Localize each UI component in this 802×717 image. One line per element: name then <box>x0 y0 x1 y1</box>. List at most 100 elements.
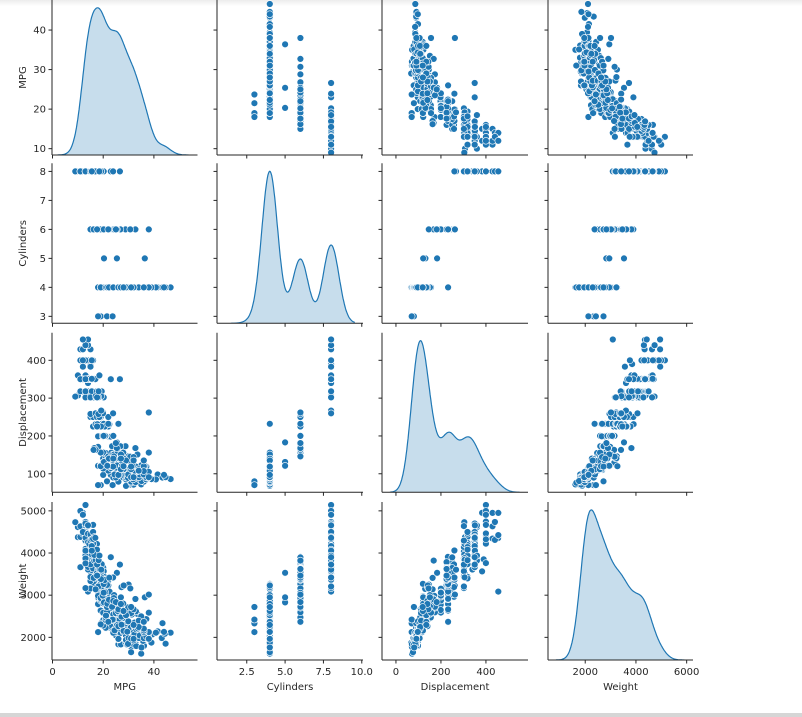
scatter-point <box>327 79 335 87</box>
scatter-point <box>410 643 418 652</box>
scatter-point <box>266 61 274 70</box>
scatter-point <box>424 584 433 593</box>
x-tick-label: 10.0 <box>351 667 373 678</box>
scatter-point <box>140 283 148 292</box>
scatter-point <box>327 375 335 383</box>
window-top-shade <box>0 0 802 6</box>
scatter-point <box>145 448 153 457</box>
scatter-point <box>93 225 101 234</box>
panel-mpg-vs-displacement <box>378 0 528 159</box>
scatter-point <box>584 312 593 320</box>
kde-line <box>389 340 520 493</box>
scatter-point <box>482 559 490 567</box>
scatter-point <box>327 335 335 344</box>
scatter-point <box>296 556 305 565</box>
scatter-point <box>281 104 289 112</box>
scatter-point <box>117 600 125 608</box>
scatter-point <box>296 618 305 626</box>
x-tick-label: 200 <box>431 667 450 678</box>
scatter-point <box>160 283 168 292</box>
scatter-point <box>590 97 599 105</box>
scatter-point <box>266 73 274 82</box>
x-tick-label: 400 <box>476 667 495 678</box>
scatter-point <box>81 559 90 568</box>
scatter-point <box>410 99 418 107</box>
scatter-point <box>327 141 335 149</box>
y-tick-label: 5 <box>40 254 46 265</box>
scatter-point <box>94 628 102 636</box>
scatter-point <box>450 573 459 582</box>
scatter-point <box>471 79 479 87</box>
scatter-point <box>588 456 597 465</box>
scatter-point <box>590 42 599 50</box>
scatter-point <box>471 167 479 176</box>
scatter-point <box>471 521 479 529</box>
scatter-point <box>618 114 627 123</box>
scatter-point <box>327 521 335 529</box>
scatter-point <box>104 420 113 428</box>
scatter-point <box>482 521 490 529</box>
scatter-point <box>620 254 628 263</box>
scatter-point <box>648 129 657 137</box>
scatter-point <box>442 114 451 123</box>
scatter-point <box>281 438 289 447</box>
scatter-point <box>129 635 138 643</box>
scatter-point <box>444 81 452 90</box>
scatter-point <box>580 81 588 90</box>
scatter-point <box>588 283 597 292</box>
scatter-point <box>599 312 608 320</box>
y-tick-label: 2000 <box>21 633 46 644</box>
scatter-point <box>617 95 625 104</box>
scatter-point <box>296 590 305 599</box>
scatter-point <box>94 312 102 320</box>
scatter-point <box>451 590 459 599</box>
scatter-point <box>127 603 135 611</box>
scatter-point <box>612 393 620 402</box>
scatter-point <box>117 593 125 601</box>
scatter-point <box>140 618 148 626</box>
scatter-point <box>266 635 274 643</box>
scatter-point <box>584 0 592 8</box>
scatter-point <box>609 335 617 344</box>
scatter-point <box>610 63 619 71</box>
scatter-point <box>661 133 669 141</box>
scatter-point <box>79 356 87 364</box>
scatter-point <box>266 462 274 471</box>
scatter-point <box>580 57 588 66</box>
scatter-point <box>419 61 427 70</box>
scatter-point <box>460 573 469 581</box>
scatter-point <box>656 345 664 353</box>
scatter-point <box>145 635 153 643</box>
scatter-point <box>88 546 96 555</box>
scatter-point <box>471 93 479 102</box>
scatter-point <box>250 603 259 611</box>
scatter-point <box>419 283 427 292</box>
y-tick-label: 4000 <box>21 549 46 560</box>
scatter-point <box>79 363 87 371</box>
scatter-point <box>266 0 274 8</box>
scatter-point <box>644 137 653 145</box>
scatter-point <box>145 408 153 417</box>
scatter-point <box>93 571 101 580</box>
scatter-point <box>617 446 625 454</box>
scatter-point <box>412 635 421 643</box>
scatter-point <box>93 393 101 402</box>
y-tick-label: 5000 <box>21 506 46 517</box>
scatter-point <box>296 34 305 42</box>
scatter-point <box>419 603 427 611</box>
scatter-point <box>103 462 112 470</box>
y-tick-label: 20 <box>33 105 46 116</box>
scatter-point <box>599 477 608 485</box>
scatter-point <box>266 643 274 652</box>
scatter-point <box>629 93 638 102</box>
scatter-point <box>100 254 108 263</box>
scatter-point <box>99 588 108 597</box>
scatter-point <box>281 462 289 470</box>
scatter-point <box>478 567 486 576</box>
panel-cylinders-vs-weight <box>544 163 693 327</box>
scatter-point <box>427 34 435 42</box>
scatter-point <box>584 113 593 121</box>
scatter-point <box>433 569 441 577</box>
